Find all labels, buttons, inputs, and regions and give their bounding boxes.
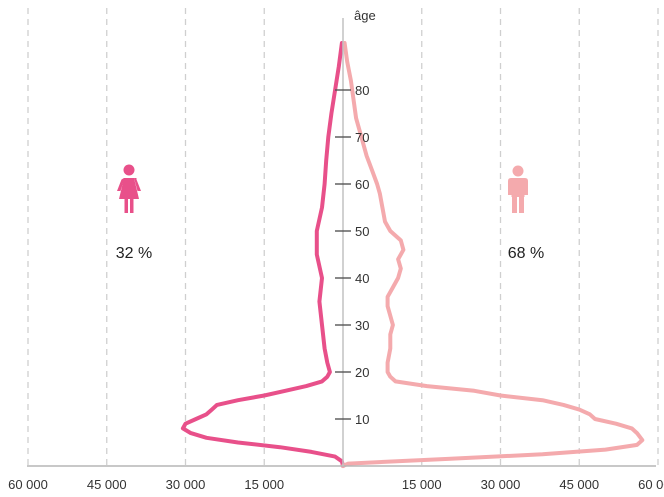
x-tick-label: 60 000 [8,477,48,492]
y-tick-label: 80 [355,83,369,98]
man-icon [508,165,528,213]
y-tick-label: 40 [355,271,369,286]
y-tick-label: 20 [355,365,369,380]
y-tick-label: 60 [355,177,369,192]
female-share-label: 32 % [116,245,152,262]
x-ticks: 60 000 45 000 30 000 15 000 15 000 30 000 45 0… [8,477,664,492]
x-tick-label: 30 000 [166,477,206,492]
male-share-label: 68 % [508,245,544,262]
x-tick-label: 30 000 [481,477,521,492]
y-axis-title: âge [354,8,376,23]
y-tick-label: 50 [355,224,369,239]
y-tick-label: 10 [355,412,369,427]
y-tick-label: 30 [355,318,369,333]
male-series-line [341,41,645,468]
woman-icon [117,164,141,213]
female-series-line [180,41,345,468]
y-ticks: 10 20 30 40 50 60 70 80 [335,83,369,427]
x-tick-label: 45 000 [559,477,599,492]
series-layer [180,41,645,468]
y-tick-label: 70 [355,130,369,145]
x-tick-label: 45 000 [87,477,127,492]
x-tick-label: 60 000 [638,477,664,492]
x-tick-label: 15 000 [402,477,442,492]
x-tick-label: 15 000 [244,477,284,492]
